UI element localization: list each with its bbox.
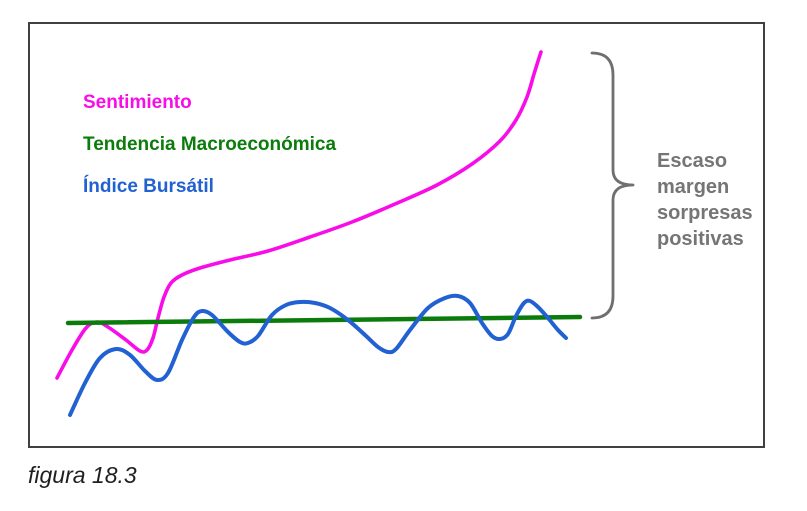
figure-caption: figura 18.3 xyxy=(28,462,137,488)
annotation-escaso-margen: Escaso margen sorpresas positivas xyxy=(657,150,753,250)
legend-item-sentimiento: Sentimiento xyxy=(83,92,192,113)
legend: Sentimiento Tendencia Macroeconómica Índ… xyxy=(83,92,336,218)
legend-item-indice-bursatil: Índice Bursátil xyxy=(83,176,214,197)
legend-item-tendencia-macroeconomica: Tendencia Macroeconómica xyxy=(83,134,337,155)
chart-plot-box xyxy=(28,22,765,448)
